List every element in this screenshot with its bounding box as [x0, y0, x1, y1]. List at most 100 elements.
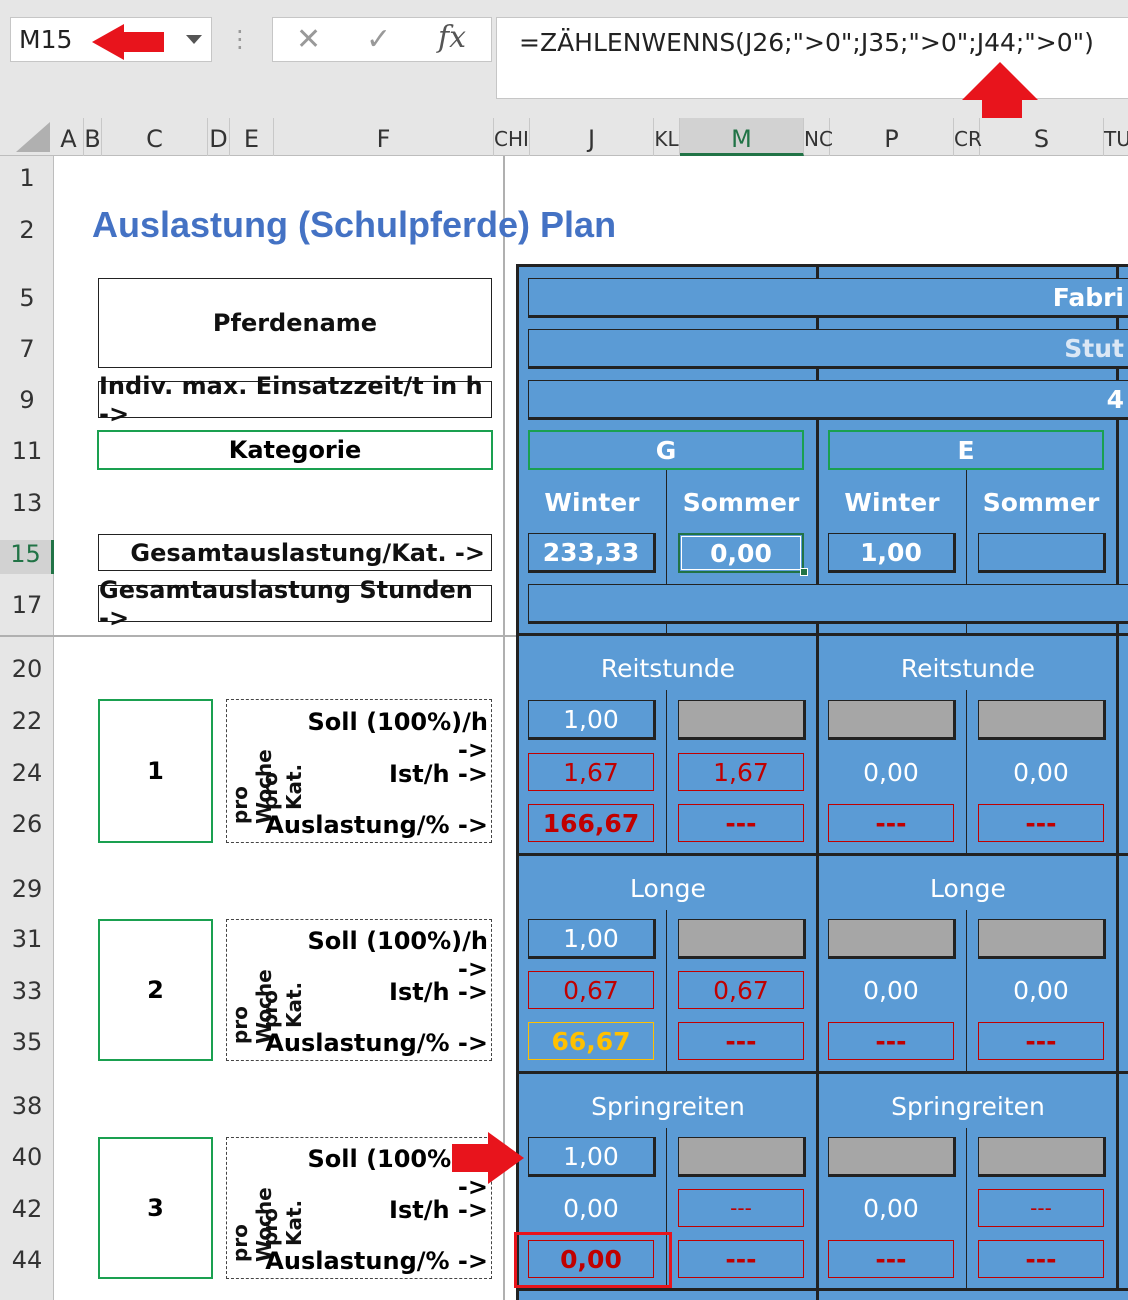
soll-cell[interactable]: 1,00: [528, 919, 656, 959]
row-header[interactable]: 24: [11, 759, 43, 787]
ist-cell[interactable]: ---: [678, 1189, 804, 1227]
row-header[interactable]: 20: [11, 655, 43, 683]
total-winter-e-cell[interactable]: 1,00: [828, 533, 956, 573]
divider: [816, 1074, 819, 1300]
auslastung-cell[interactable]: ---: [678, 1022, 804, 1060]
row-header[interactable]: 2: [19, 216, 35, 244]
row-header[interactable]: 22: [11, 707, 43, 735]
column-header[interactable]: C: [102, 118, 208, 156]
category-g-cell[interactable]: G: [528, 430, 804, 470]
auslastung-cell[interactable]: ---: [978, 1022, 1104, 1060]
column-header[interactable]: P: [830, 118, 954, 156]
auslastung-cell[interactable]: ---: [828, 1240, 954, 1278]
fabrikat-cell[interactable]: Fabri: [528, 278, 1128, 318]
soll-cell-gray[interactable]: [828, 700, 956, 740]
block-label-box: [226, 1137, 492, 1279]
row-header[interactable]: 13: [11, 489, 43, 517]
gesamt-stunden-cell[interactable]: [528, 584, 1128, 624]
total-winter-g-cell[interactable]: 233,33: [528, 533, 656, 573]
auslastung-cell[interactable]: 166,67: [528, 804, 654, 842]
row-header[interactable]: 9: [19, 386, 35, 414]
soll-cell-gray[interactable]: [678, 1137, 806, 1177]
ist-cell[interactable]: 1,67: [528, 753, 654, 791]
category-e-cell[interactable]: E: [828, 430, 1104, 470]
column-header[interactable]: D: [208, 118, 230, 156]
enter-icon[interactable]: ✓: [366, 22, 392, 57]
divider: [966, 470, 967, 636]
row-header-selected[interactable]: 15: [0, 540, 54, 574]
auslastung-cell[interactable]: ---: [828, 804, 954, 842]
soll-cell-gray[interactable]: [678, 919, 806, 959]
highlight-box: [514, 1232, 672, 1288]
einsatzzeit-label: Indiv. max. Einsatzzeit/t in h ->: [98, 372, 492, 428]
ist-cell[interactable]: 0,00: [863, 975, 919, 1005]
row-header[interactable]: 11: [11, 437, 43, 465]
row-header[interactable]: 29: [11, 875, 43, 903]
formula-buttons: [272, 17, 492, 62]
ist-cell[interactable]: 1,67: [678, 753, 804, 791]
auslastung-cell[interactable]: ---: [678, 804, 804, 842]
soll-cell[interactable]: 1,00: [528, 700, 656, 740]
cancel-icon[interactable]: ✕: [296, 22, 322, 57]
column-header[interactable]: E: [230, 118, 274, 156]
column-header[interactable]: A: [54, 118, 84, 156]
gesamt-kat-label: Gesamtauslastung/Kat. ->: [98, 534, 492, 571]
fill-handle[interactable]: [800, 568, 808, 576]
column-header[interactable]: CHI: [494, 118, 530, 156]
column-header[interactable]: TU: [1104, 127, 1128, 151]
soll-cell-gray[interactable]: [828, 919, 956, 959]
column-header[interactable]: S: [980, 118, 1104, 156]
soll-cell[interactable]: 1,00: [528, 1137, 656, 1177]
red-arrow-left-shaft: [122, 32, 164, 52]
auslastung-cell[interactable]: ---: [678, 1240, 804, 1278]
ist-cell[interactable]: ---: [978, 1189, 1104, 1227]
auslastung-cell[interactable]: ---: [978, 1240, 1104, 1278]
total-sommer-g-cell-selected[interactable]: 0,00: [678, 533, 804, 573]
row-header[interactable]: 17: [11, 591, 43, 619]
soll-cell-gray[interactable]: [978, 1137, 1106, 1177]
block-label-box: [226, 919, 492, 1061]
row-header[interactable]: 5: [19, 284, 35, 312]
soll-cell-gray[interactable]: [828, 1137, 956, 1177]
row-header[interactable]: 26: [11, 810, 43, 838]
soll-cell-gray[interactable]: [978, 700, 1106, 740]
auslastung-cell[interactable]: 0,00: [528, 1240, 654, 1278]
ist-cell[interactable]: 0,00: [1013, 975, 1069, 1005]
column-header[interactable]: NC: [804, 118, 833, 156]
row-header[interactable]: 31: [11, 925, 43, 953]
row-header[interactable]: 1: [19, 164, 35, 192]
column-header[interactable]: CR: [954, 118, 982, 156]
column-header[interactable]: B: [84, 118, 102, 156]
auslastung-cell[interactable]: 66,67: [528, 1022, 654, 1060]
row-header[interactable]: 35: [11, 1028, 43, 1056]
column-header[interactable]: KL: [654, 118, 680, 156]
soll-cell-gray[interactable]: [678, 700, 806, 740]
ist-cell[interactable]: 0,00: [863, 757, 919, 787]
select-all-corner[interactable]: [16, 122, 50, 152]
row-header[interactable]: 7: [19, 335, 35, 363]
red-arrow-left-icon: [92, 24, 124, 60]
row-header[interactable]: 42: [11, 1195, 43, 1223]
auslastung-cell[interactable]: ---: [828, 1022, 954, 1060]
column-header-selected[interactable]: M: [680, 118, 804, 156]
name-box-dropdown-icon[interactable]: [186, 35, 202, 44]
max-zeit-cell[interactable]: 4: [528, 380, 1128, 420]
column-header[interactable]: J: [530, 118, 654, 156]
auslastung-cell[interactable]: ---: [978, 804, 1104, 842]
ist-cell[interactable]: 0,67: [528, 971, 654, 1009]
row-header[interactable]: 38: [11, 1092, 43, 1120]
ist-cell[interactable]: 0,67: [678, 971, 804, 1009]
row-header-bar: [0, 156, 54, 1300]
insert-function-icon[interactable]: fx: [438, 20, 467, 55]
stut-cell[interactable]: Stut: [528, 329, 1128, 369]
more-options-icon[interactable]: · · ·: [236, 18, 244, 62]
soll-cell-gray[interactable]: [978, 919, 1106, 959]
column-header[interactable]: F: [274, 118, 494, 156]
row-header[interactable]: 33: [11, 977, 43, 1005]
ist-cell[interactable]: 0,00: [1013, 757, 1069, 787]
ist-cell[interactable]: 0,00: [863, 1193, 919, 1223]
ist-cell[interactable]: 0,00: [563, 1193, 619, 1223]
row-header[interactable]: 40: [11, 1143, 43, 1171]
total-sommer-e-cell[interactable]: [978, 533, 1106, 573]
row-header[interactable]: 44: [11, 1246, 43, 1274]
